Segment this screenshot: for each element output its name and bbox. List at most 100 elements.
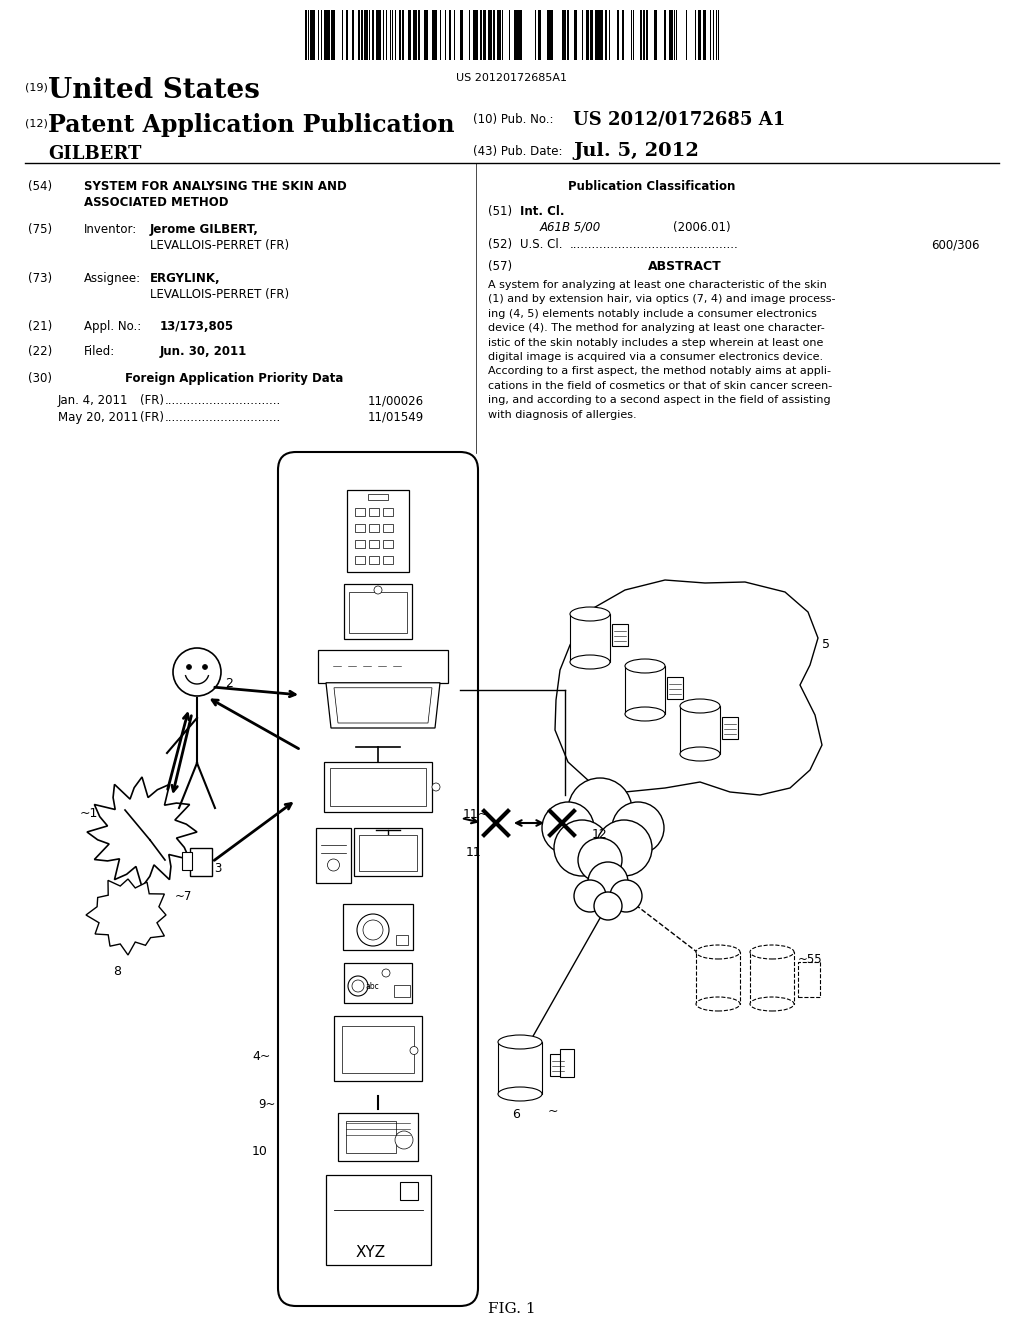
Text: U.S. Cl.: U.S. Cl. — [520, 238, 562, 251]
Bar — [347, 490, 409, 572]
Text: ...............................: ............................... — [165, 411, 282, 424]
Bar — [625, 667, 665, 714]
Bar — [562, 11, 564, 59]
Bar — [432, 11, 434, 59]
Text: Filed:: Filed: — [84, 345, 116, 358]
Ellipse shape — [750, 997, 794, 1011]
Text: 11/00026: 11/00026 — [368, 393, 424, 407]
Text: (FR): (FR) — [140, 411, 164, 424]
Bar — [334, 1016, 422, 1081]
Circle shape — [432, 783, 440, 791]
Bar — [750, 952, 794, 1005]
Bar — [703, 11, 705, 59]
Bar — [680, 706, 720, 754]
Bar — [722, 717, 738, 739]
Bar — [318, 649, 449, 682]
Text: (19): (19) — [25, 82, 48, 92]
Bar — [369, 556, 379, 564]
Ellipse shape — [680, 700, 720, 713]
Circle shape — [568, 777, 632, 842]
Bar — [312, 11, 315, 59]
Text: ~55: ~55 — [798, 953, 822, 966]
Circle shape — [612, 803, 664, 854]
Text: SYSTEM FOR ANALYSING THE SKIN AND: SYSTEM FOR ANALYSING THE SKIN AND — [84, 180, 347, 193]
Circle shape — [574, 880, 606, 912]
FancyBboxPatch shape — [278, 451, 478, 1305]
Ellipse shape — [750, 945, 794, 960]
Text: 8: 8 — [113, 965, 121, 978]
Text: US 20120172685A1: US 20120172685A1 — [457, 73, 567, 83]
Polygon shape — [86, 879, 166, 954]
Ellipse shape — [570, 655, 610, 669]
Text: United States: United States — [48, 77, 260, 104]
Bar — [664, 11, 666, 59]
Circle shape — [578, 838, 622, 882]
Text: A61B 5/00: A61B 5/00 — [540, 220, 601, 234]
Circle shape — [203, 664, 208, 669]
Text: 12: 12 — [592, 828, 608, 841]
Text: 11~: 11~ — [463, 808, 489, 821]
Text: (2006.01): (2006.01) — [673, 220, 731, 234]
Bar — [326, 1175, 430, 1265]
Bar — [343, 904, 413, 950]
Bar — [330, 768, 426, 807]
Text: (21): (21) — [28, 319, 52, 333]
Bar — [547, 11, 550, 59]
Text: A system for analyzing at least one characteristic of the skin
(1) and by extens: A system for analyzing at least one char… — [488, 280, 836, 420]
Bar — [516, 11, 518, 59]
Text: 11: 11 — [466, 846, 481, 859]
Text: (52): (52) — [488, 238, 512, 251]
Ellipse shape — [498, 1035, 542, 1049]
Bar — [655, 11, 657, 59]
Bar — [498, 1041, 542, 1094]
Circle shape — [362, 920, 383, 940]
Bar — [182, 851, 193, 870]
Text: LEVALLOIS-PERRET (FR): LEVALLOIS-PERRET (FR) — [150, 239, 289, 252]
Bar — [383, 540, 393, 548]
Bar — [324, 762, 432, 812]
Bar — [408, 11, 410, 59]
Text: 9~: 9~ — [258, 1098, 275, 1111]
Bar — [342, 1026, 414, 1073]
Text: (30): (30) — [28, 372, 52, 385]
Bar — [617, 11, 618, 59]
Bar — [425, 11, 428, 59]
Bar — [402, 11, 404, 59]
Text: Inventor:: Inventor: — [84, 223, 137, 236]
Ellipse shape — [625, 708, 665, 721]
Bar — [574, 11, 577, 59]
Text: .............................................: ........................................… — [570, 238, 738, 251]
Text: Foreign Application Priority Data: Foreign Application Priority Data — [125, 372, 343, 385]
Text: Assignee:: Assignee: — [84, 272, 141, 285]
Bar — [369, 524, 379, 532]
Polygon shape — [555, 579, 822, 795]
Bar — [449, 11, 451, 59]
Bar — [383, 508, 393, 516]
Text: May 20, 2011: May 20, 2011 — [58, 411, 138, 424]
Bar — [698, 11, 701, 59]
Ellipse shape — [696, 945, 740, 960]
Text: 3: 3 — [214, 862, 221, 875]
Text: (FR): (FR) — [140, 393, 164, 407]
Text: 10: 10 — [252, 1144, 268, 1158]
Text: (54): (54) — [28, 180, 52, 193]
Text: Publication Classification: Publication Classification — [568, 180, 735, 193]
Bar — [344, 964, 412, 1003]
Polygon shape — [87, 777, 197, 887]
Bar — [475, 11, 478, 59]
Bar — [355, 556, 365, 564]
Bar — [599, 11, 602, 59]
Bar — [355, 540, 365, 548]
Text: 11/01549: 11/01549 — [368, 411, 424, 424]
Bar — [368, 494, 388, 500]
Text: Jul. 5, 2012: Jul. 5, 2012 — [573, 143, 698, 160]
Text: ASSOCIATED METHOD: ASSOCIATED METHOD — [84, 195, 228, 209]
Bar — [355, 508, 365, 516]
Text: Jan. 4, 2011: Jan. 4, 2011 — [58, 393, 128, 407]
Bar — [595, 11, 598, 59]
Bar — [560, 1049, 574, 1077]
Text: Patent Application Publication: Patent Application Publication — [48, 114, 455, 137]
Bar — [435, 11, 437, 59]
Circle shape — [352, 979, 364, 993]
Bar — [520, 11, 522, 59]
